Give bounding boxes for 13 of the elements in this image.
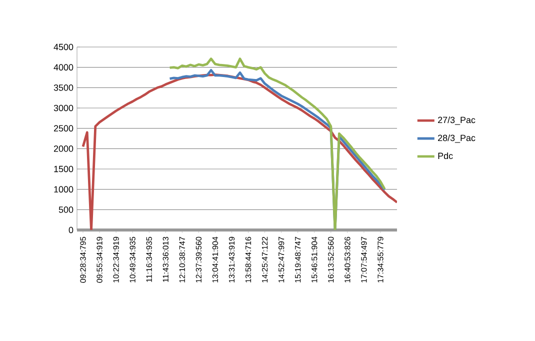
y-tick-label: 0 bbox=[68, 226, 74, 234]
legend-label: 28/3_Pac bbox=[438, 134, 476, 143]
y-tick-label: 2500 bbox=[54, 125, 74, 132]
y-tick-label: 500 bbox=[58, 206, 74, 213]
y-tick-label: 3000 bbox=[54, 104, 74, 112]
legend-label: Pdc bbox=[438, 152, 453, 160]
y-tick-label: 1500 bbox=[54, 166, 74, 172]
y-tick-label: 3500 bbox=[54, 84, 74, 91]
y-tick-label: 1000 bbox=[54, 186, 74, 193]
legend-label: 27/3_Pac bbox=[438, 116, 476, 125]
y-tick-label: 4000 bbox=[54, 64, 74, 71]
y-tick-label: 4500 bbox=[54, 44, 74, 50]
y-tick-label: 2000 bbox=[54, 145, 74, 152]
